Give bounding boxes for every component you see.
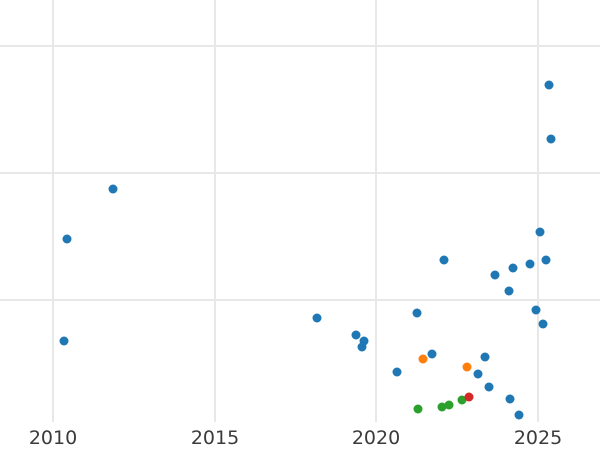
data-point-blue <box>359 336 369 346</box>
data-point-green <box>444 400 454 410</box>
data-point-blue <box>531 305 541 315</box>
data-point-blue <box>473 369 483 379</box>
data-point-blue <box>538 319 548 329</box>
gridline-vertical <box>537 0 539 422</box>
data-point-blue <box>412 308 422 318</box>
data-point-blue <box>541 255 551 265</box>
data-point-red <box>464 392 474 402</box>
x-tick-label: 2010 <box>28 427 78 449</box>
gridline-horizontal <box>0 299 600 301</box>
data-point-blue <box>544 80 554 90</box>
data-point-orange <box>418 354 428 364</box>
data-point-blue <box>535 227 545 237</box>
data-point-blue <box>514 410 524 420</box>
data-point-green <box>437 402 447 412</box>
data-point-blue <box>525 259 535 269</box>
gridline-horizontal <box>0 172 600 174</box>
x-tick-label: 2025 <box>513 427 563 449</box>
gridline-vertical <box>214 0 216 422</box>
data-point-blue <box>439 255 449 265</box>
data-point-green <box>457 395 467 405</box>
gridline-vertical <box>375 0 377 422</box>
data-point-green <box>413 404 423 414</box>
data-point-blue <box>59 336 69 346</box>
data-point-blue <box>62 234 72 244</box>
data-point-blue <box>484 382 494 392</box>
data-point-blue <box>427 349 437 359</box>
data-point-blue <box>480 352 490 362</box>
data-point-blue <box>504 286 514 296</box>
gridline-vertical <box>52 0 54 422</box>
x-tick-label: 2015 <box>190 427 240 449</box>
data-point-blue <box>351 330 361 340</box>
x-tick-label: 2020 <box>351 427 401 449</box>
data-point-orange <box>462 362 472 372</box>
data-point-blue <box>490 270 500 280</box>
data-point-blue <box>508 263 518 273</box>
data-point-blue <box>505 394 515 404</box>
gridline-horizontal <box>0 45 600 47</box>
data-point-blue <box>392 367 402 377</box>
data-point-blue <box>357 342 367 352</box>
data-point-blue <box>108 184 118 194</box>
data-point-blue <box>546 134 556 144</box>
data-point-blue <box>312 313 322 323</box>
